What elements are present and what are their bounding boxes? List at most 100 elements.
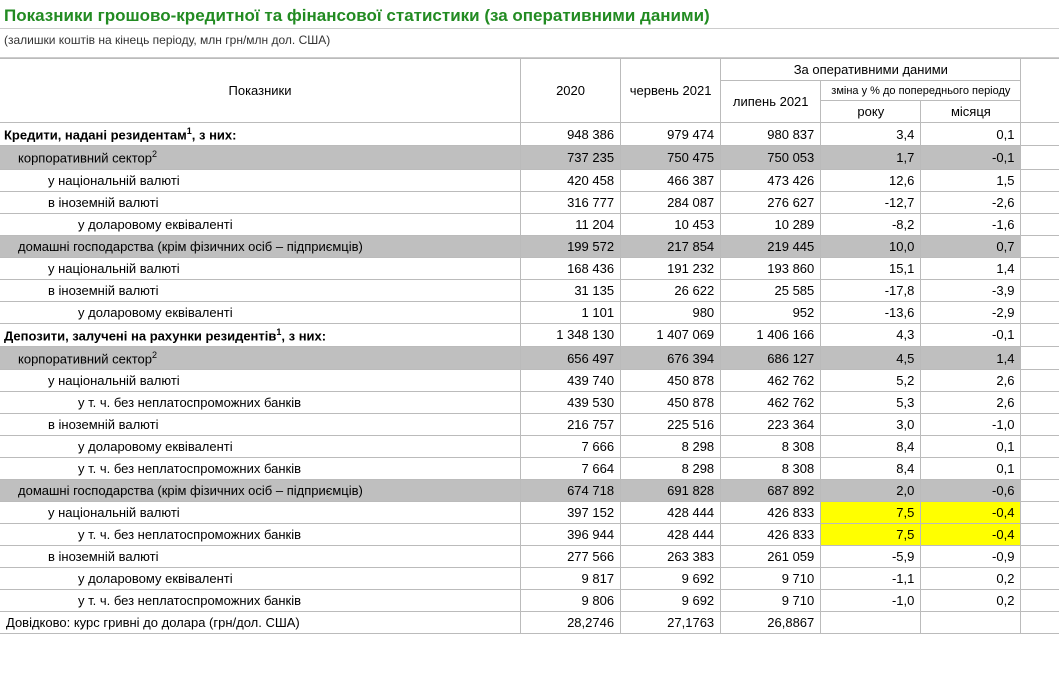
row-label: корпоративний сектор2 xyxy=(0,146,520,169)
cell-ext xyxy=(1021,392,1059,414)
cell: 15,1 xyxy=(821,257,921,279)
cell: 8,4 xyxy=(821,436,921,458)
row-label: у доларовому еквіваленті xyxy=(0,213,520,235)
table-row: Кредити, надані резидентам1, з них:948 3… xyxy=(0,123,1059,146)
cell-ext xyxy=(1021,257,1059,279)
th-year: року xyxy=(821,101,921,123)
cell-ext xyxy=(1021,546,1059,568)
cell: 2,6 xyxy=(921,370,1021,392)
table-row: домашні господарства (крім фізичних осіб… xyxy=(0,480,1059,502)
cell: 3,0 xyxy=(821,414,921,436)
cell: 5,3 xyxy=(821,392,921,414)
table-row: у національній валюті168 436191 232193 8… xyxy=(0,257,1059,279)
row-label: Довідково: курс гривні до долара (грн/до… xyxy=(0,612,520,634)
table-row: домашні господарства (крім фізичних осіб… xyxy=(0,235,1059,257)
cell: 8 308 xyxy=(721,458,821,480)
cell-ext xyxy=(1021,524,1059,546)
row-label: Кредити, надані резидентам1, з них: xyxy=(0,123,520,146)
cell: 462 762 xyxy=(721,392,821,414)
cell: 2,6 xyxy=(921,392,1021,414)
table-row: у т. ч. без неплатоспроможних банків7 66… xyxy=(0,458,1059,480)
cell-ext xyxy=(1021,590,1059,612)
cell: 979 474 xyxy=(621,123,721,146)
cell: 277 566 xyxy=(520,546,620,568)
cell: 656 497 xyxy=(520,346,620,369)
row-label: в іноземній валюті xyxy=(0,279,520,301)
cell: -8,2 xyxy=(821,213,921,235)
cell: 676 394 xyxy=(621,346,721,369)
table-row: у т. ч. без неплатоспроможних банків439 … xyxy=(0,392,1059,414)
cell: 1 348 130 xyxy=(520,323,620,346)
cell: 217 854 xyxy=(621,235,721,257)
table-row: Довідково: курс гривні до долара (грн/до… xyxy=(0,612,1059,634)
cell: 263 383 xyxy=(621,546,721,568)
cell: 316 777 xyxy=(520,191,620,213)
row-label: у т. ч. без неплатоспроможних банків xyxy=(0,458,520,480)
row-label: у національній валюті xyxy=(0,257,520,279)
cell: 450 878 xyxy=(621,370,721,392)
cell: 9 710 xyxy=(721,568,821,590)
cell: 426 833 xyxy=(721,524,821,546)
row-label: у т. ч. без неплатоспроможних банків xyxy=(0,392,520,414)
cell: 11 204 xyxy=(520,213,620,235)
row-label: у т. ч. без неплатоспроможних банків xyxy=(0,524,520,546)
cell: 1,4 xyxy=(921,257,1021,279)
table-row: в іноземній валюті31 13526 62225 585-17,… xyxy=(0,279,1059,301)
cell: 168 436 xyxy=(520,257,620,279)
cell: 8 308 xyxy=(721,436,821,458)
table-row: у доларовому еквіваленті11 20410 45310 2… xyxy=(0,213,1059,235)
cell-ext xyxy=(1021,458,1059,480)
cell: 0,2 xyxy=(921,568,1021,590)
cell: -5,9 xyxy=(821,546,921,568)
cell: -0,1 xyxy=(921,323,1021,346)
stats-table: Показники 2020 червень 2021 За оперативн… xyxy=(0,58,1059,634)
table-row: у національній валюті397 152428 444426 8… xyxy=(0,502,1059,524)
row-label: у національній валюті xyxy=(0,502,520,524)
cell: -17,8 xyxy=(821,279,921,301)
cell: 462 762 xyxy=(721,370,821,392)
cell: -0,4 xyxy=(921,502,1021,524)
row-label: у доларовому еквіваленті xyxy=(0,436,520,458)
cell: 193 860 xyxy=(721,257,821,279)
table-row: Депозити, залучені на рахунки резидентів… xyxy=(0,323,1059,346)
cell: 466 387 xyxy=(621,169,721,191)
cell: 420 458 xyxy=(520,169,620,191)
cell: 450 878 xyxy=(621,392,721,414)
cell: -1,1 xyxy=(821,568,921,590)
cell: 1,5 xyxy=(921,169,1021,191)
cell: 428 444 xyxy=(621,502,721,524)
cell: 9 692 xyxy=(621,590,721,612)
page-subtitle: (залишки коштів на кінець періоду, млн г… xyxy=(0,29,1059,58)
cell-ext xyxy=(1021,480,1059,502)
cell: -2,6 xyxy=(921,191,1021,213)
cell: 27,1763 xyxy=(621,612,721,634)
page-title: Показники грошово-кредитної та фінансово… xyxy=(0,0,1059,29)
row-label: у доларовому еквіваленті xyxy=(0,301,520,323)
cell: 439 740 xyxy=(520,370,620,392)
row-label: в іноземній валюті xyxy=(0,546,520,568)
cell: -12,7 xyxy=(821,191,921,213)
cell: 737 235 xyxy=(520,146,620,169)
cell: 397 152 xyxy=(520,502,620,524)
cell: 691 828 xyxy=(621,480,721,502)
table-row: у т. ч. без неплатоспроможних банків9 80… xyxy=(0,590,1059,612)
cell: -3,9 xyxy=(921,279,1021,301)
table-row: у національній валюті420 458466 387473 4… xyxy=(0,169,1059,191)
cell: 284 087 xyxy=(621,191,721,213)
cell-ext xyxy=(1021,169,1059,191)
cell: 7 664 xyxy=(520,458,620,480)
cell: 686 127 xyxy=(721,346,821,369)
row-label: корпоративний сектор2 xyxy=(0,346,520,369)
cell: 26 622 xyxy=(621,279,721,301)
cell xyxy=(921,612,1021,634)
row-label: домашні господарства (крім фізичних осіб… xyxy=(0,235,520,257)
th-2020: 2020 xyxy=(520,59,620,123)
cell: 439 530 xyxy=(520,392,620,414)
cell: -0,4 xyxy=(921,524,1021,546)
cell: 7,5 xyxy=(821,524,921,546)
cell: 261 059 xyxy=(721,546,821,568)
cell: 952 xyxy=(721,301,821,323)
cell-ext xyxy=(1021,568,1059,590)
cell: 0,1 xyxy=(921,458,1021,480)
cell: 25 585 xyxy=(721,279,821,301)
